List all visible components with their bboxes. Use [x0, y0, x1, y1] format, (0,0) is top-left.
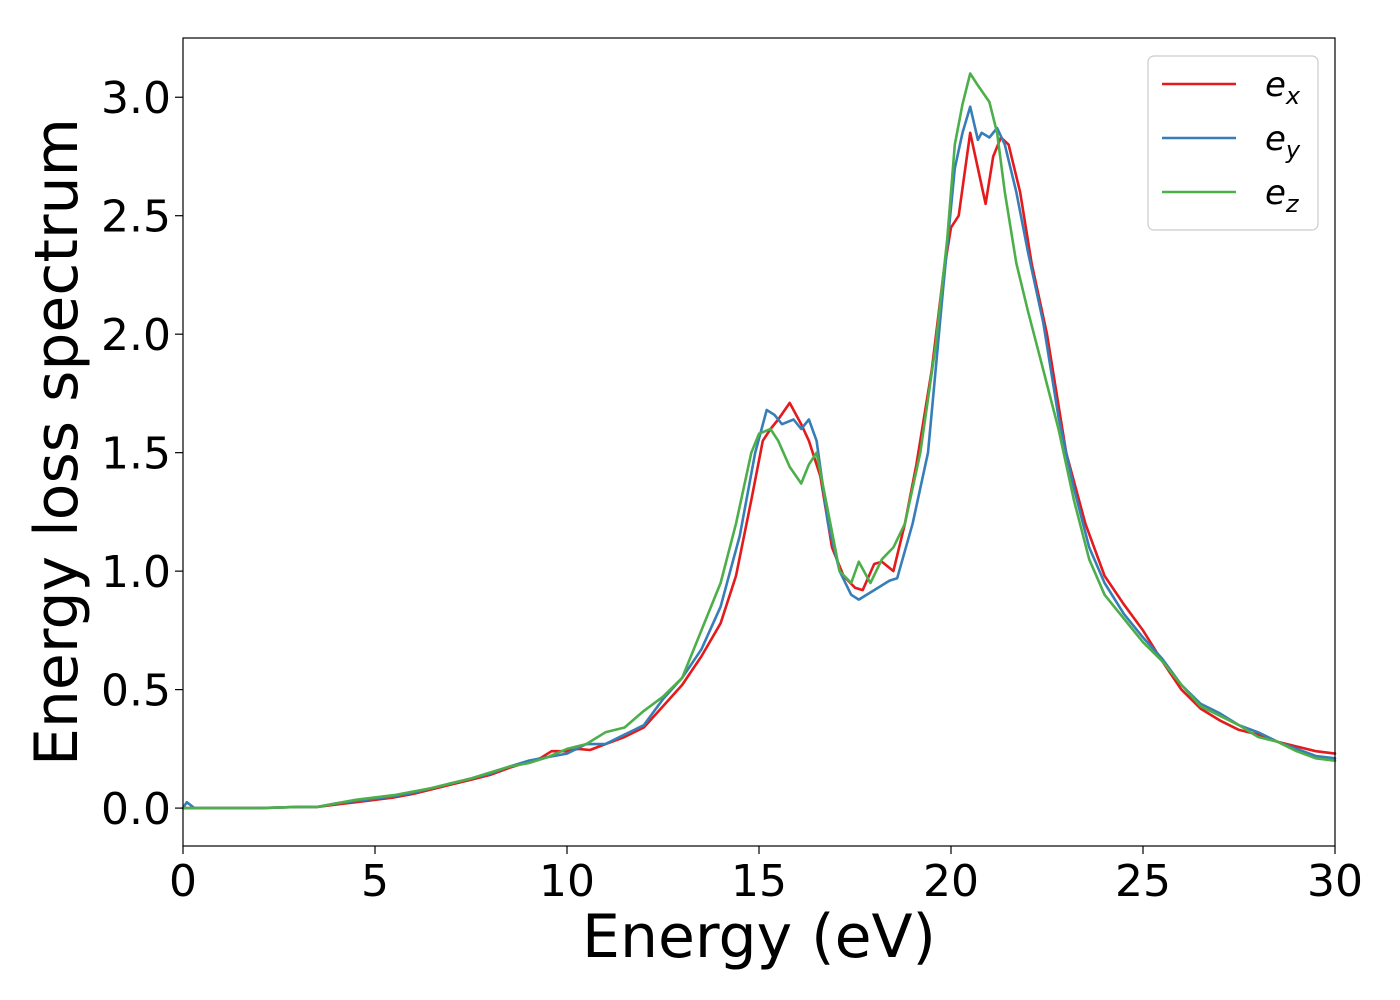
- y-tick-label: 1.0: [101, 547, 171, 598]
- x-tick-label: 0: [169, 856, 197, 907]
- legend: ex ey ez: [1147, 55, 1319, 231]
- y-tick-label: 0.5: [101, 666, 171, 717]
- x-tick-label: 10: [539, 856, 595, 907]
- y-tick-label: 2.0: [101, 310, 171, 361]
- legend-label-z: ez: [1265, 173, 1300, 218]
- x-tick-label: 25: [1115, 856, 1171, 907]
- x-tick-label: 15: [731, 856, 787, 907]
- x-tick-label: 20: [923, 856, 979, 907]
- y-tick-label: 0.0: [101, 784, 171, 835]
- x-tick-label: 30: [1307, 856, 1363, 907]
- legend-label-x: ex: [1265, 65, 1301, 110]
- legend-label-y: ey: [1265, 119, 1301, 164]
- series-line-z: [181, 72, 1337, 810]
- legend-box: [1147, 55, 1319, 231]
- series-layer: [181, 72, 1337, 810]
- y-tick-label: 1.5: [101, 429, 171, 480]
- y-axis: 0.0 0.5 1.0 1.5 2.0 2.5 3.0: [101, 73, 183, 835]
- x-axis-title: Energy (eV): [582, 902, 936, 972]
- y-axis-title: Energy loss spectrum: [22, 118, 92, 766]
- x-axis: 0 5 10 15 20 25 30: [169, 846, 1363, 907]
- x-tick-label: 5: [361, 856, 389, 907]
- y-tick-label: 2.5: [101, 192, 171, 243]
- y-tick-label: 3.0: [101, 73, 171, 124]
